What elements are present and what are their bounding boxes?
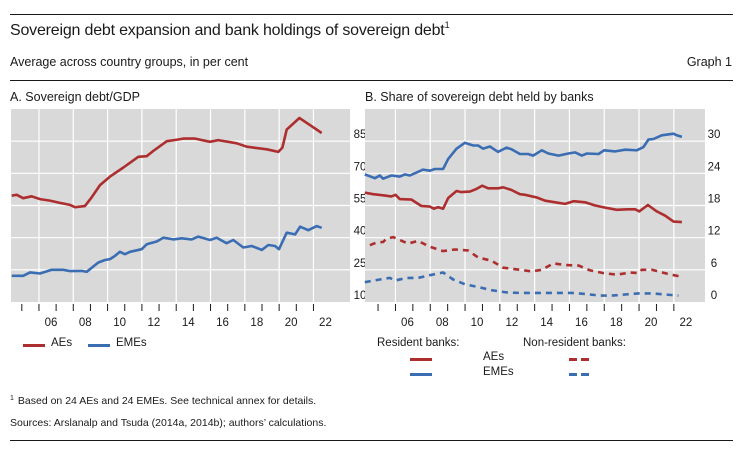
panel-b-series-non-resident-banks-emes	[364, 271, 679, 297]
legend-b-resident-emes-swatch	[410, 373, 432, 376]
panel-b-xtick-label: 22	[679, 317, 692, 329]
panel-b-xtick-label: 16	[575, 317, 588, 329]
panel-b-ytick-label: 24	[708, 161, 721, 173]
panel-a-ytick-label: 25	[354, 258, 367, 270]
footnote-text: Based on 24 AEs and 24 EMEs. See technic…	[17, 395, 317, 407]
legend-b-resident-aes-swatch	[410, 358, 432, 361]
panel-a-series-emes	[11, 224, 323, 278]
panel-b-xtick-label: 06	[401, 317, 414, 329]
panel-b-title: B. Share of sovereign debt held by banks	[365, 90, 594, 104]
panel-b-series-resident-banks-emes	[364, 132, 683, 180]
title-footnote-mark: 1	[444, 20, 450, 30]
panel-a-ytick-label: 40	[354, 226, 367, 238]
panel-a-xtick-label: 12	[148, 317, 161, 329]
legend-a-aes-swatch	[23, 344, 45, 347]
panel-a-ytick-label: 55	[354, 194, 367, 206]
panel-a-xtick-label: 06	[45, 317, 58, 329]
panel-a-series-aes	[11, 116, 323, 209]
legend-b-emes-label: EMEs	[483, 366, 514, 378]
legend-b-resident-heading: Resident banks:	[377, 337, 460, 349]
panel-b-xtick-label: 18	[610, 317, 623, 329]
panel-a-xtick-label: 20	[285, 317, 298, 329]
panel-a-title: A. Sovereign debt/GDP	[10, 90, 140, 104]
panel-b-xtick-label: 20	[645, 317, 658, 329]
legend-b-nonresident-heading: Non-resident banks:	[523, 337, 626, 349]
panel-a-xtick-label: 10	[113, 317, 126, 329]
panel-a-xtick-label: 08	[79, 317, 92, 329]
panel-b-xtick-label: 10	[471, 317, 484, 329]
panel-a-xtick-label: 18	[250, 317, 263, 329]
chart-subtitle: Average across country groups, in per ce…	[10, 55, 249, 69]
legend-b-nonresident-aes-swatch-dash2	[581, 358, 589, 361]
panel-b-xtick-label: 14	[540, 317, 553, 329]
legend-b-aes-label: AEs	[483, 351, 505, 363]
panel-a-ytick-label: 85	[354, 129, 367, 141]
bottom-rule	[10, 440, 733, 441]
panel-b-series-non-resident-banks-aes	[369, 235, 683, 279]
chart-title-text: Sovereign debt expansion and bank holdin…	[10, 22, 445, 39]
chart-title: Sovereign debt expansion and bank holdin…	[10, 20, 450, 40]
footnote-mark: 1	[10, 395, 14, 402]
legend-b-nonresident-aes-swatch	[569, 358, 577, 361]
legend-a-aes-label: AEs	[51, 337, 73, 349]
panel-a-plot: 10 25 40 55 70 85 06 08 10 12 14 16 18 20 22	[11, 109, 366, 329]
panel-b-ytick-label: 18	[708, 194, 721, 206]
top-rule	[10, 14, 733, 15]
legend-b-nonresident-emes-swatch-dash2	[581, 373, 589, 376]
panel-b-series-resident-banks-aes	[364, 184, 682, 224]
sources-note: Sources: Arslanalp and Tsuda (2014a, 201…	[10, 417, 327, 429]
header-rule	[10, 80, 733, 81]
legend-a-emes-label: EMEs	[116, 337, 147, 349]
panel-a-ytick-label: 70	[354, 161, 367, 173]
panel-a-xtick-label: 22	[319, 317, 332, 329]
panel-b-ytick-label: 0	[711, 290, 717, 302]
graph-number: Graph 1	[686, 55, 732, 69]
footnote-1: 1 Based on 24 AEs and 24 EMEs. See techni…	[10, 395, 316, 407]
panel-b-ytick-label: 30	[708, 129, 721, 141]
panel-b-ytick-label: 6	[711, 258, 717, 270]
panel-a-xtick-label: 14	[182, 317, 195, 329]
legend-a-emes-swatch	[88, 344, 110, 347]
panel-a-ytick-label: 10	[354, 290, 367, 302]
panel-b-ytick-label: 12	[708, 226, 721, 238]
panel-b-xtick-label: 08	[436, 317, 449, 329]
panel-b-xtick-label: 12	[505, 317, 518, 329]
legend-b-nonresident-emes-swatch	[569, 373, 577, 376]
panel-a-xtick-label: 16	[216, 317, 229, 329]
